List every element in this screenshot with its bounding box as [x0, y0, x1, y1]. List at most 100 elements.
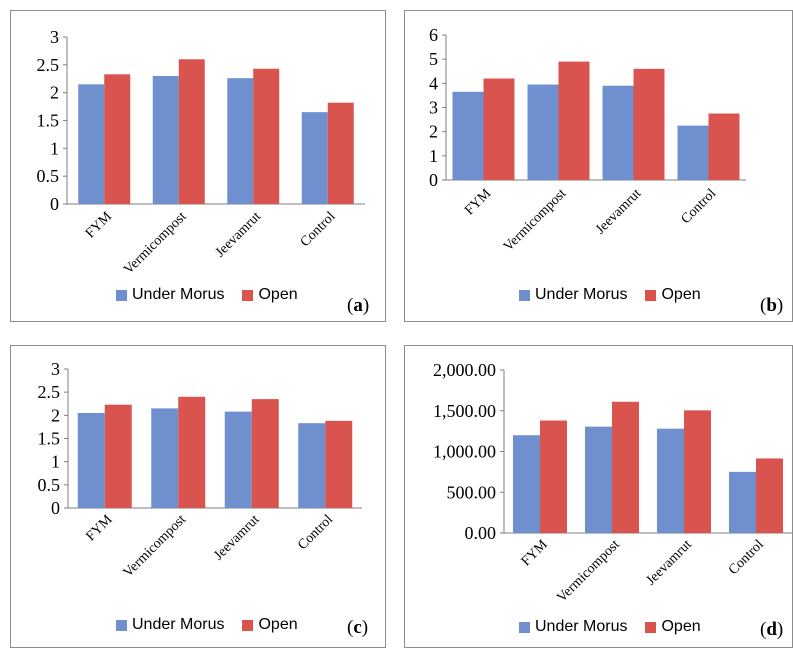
bar-open-vermicompost — [612, 401, 639, 533]
bar-open-fym — [104, 404, 132, 508]
x-tick-label-vermicompost: Vermicompost — [501, 186, 569, 254]
bar-open-fym — [483, 78, 515, 180]
y-tick-label: 1,500.00 — [433, 401, 496, 421]
bar-open-jeevamrut — [633, 68, 665, 180]
bar-open-control — [325, 420, 353, 508]
y-tick-label: 1 — [51, 452, 60, 472]
x-tick-label-jeevamrut: Jeevamrut — [644, 537, 695, 588]
legend-label-under-morus: Under Morus — [132, 616, 225, 633]
y-tick-label: 5 — [429, 49, 438, 69]
bar-chart-a: 0 0.5 1 1.5 2 2.5 3 FYM Vermicompost Jeevamrut Con… — [37, 27, 365, 278]
bar-open-fym — [540, 420, 567, 533]
bar-chart-d: 0.00 500.00 1,000.00 1,500.00 2,000.00 FYM Ver… — [433, 360, 792, 606]
bar-under-morus-fym — [77, 413, 105, 508]
chart-panel-d: 0.00 500.00 1,000.00 1,500.00 2,000.00 FYM Ver… — [404, 345, 793, 648]
bar-open-jeevamrut — [684, 410, 711, 533]
x-tick-label-jeevamrut: Jeevamrut — [211, 512, 262, 563]
bar-under-morus-jeevamrut — [657, 428, 684, 533]
chart-panel-b: 0 1 2 3 4 5 6 FYM Vermicompost Jeevamrut Control U… — [404, 10, 793, 322]
legend-label-under-morus: Under Morus — [535, 286, 628, 303]
legend-swatch-under-morus — [519, 621, 530, 633]
chart-panel-c: 0 0.5 1 1.5 2 2.5 3 FYM Vermicompost Jeevamrut Con… — [10, 345, 386, 648]
bar-open-control — [327, 102, 354, 204]
bar-open-vermicompost — [558, 61, 590, 181]
x-tick-label-control: Control — [726, 537, 767, 578]
x-tick-label-jeevamrut: Jeevamrut — [593, 186, 644, 237]
bar-under-morus-control — [677, 125, 709, 180]
legend-a: Under Morus Open — [116, 286, 316, 304]
y-tick-label: 1.5 — [38, 429, 61, 449]
legend-swatch-under-morus — [116, 289, 127, 301]
legend-item-open: Open — [645, 618, 701, 636]
y-tick-label: 0 — [51, 498, 60, 518]
bar-under-morus-vermicompost — [152, 75, 179, 204]
legend-swatch-open — [645, 289, 657, 301]
x-tick-label-fym: FYM — [462, 186, 494, 218]
bar-under-morus-control — [729, 471, 756, 533]
y-tick-label: 4 — [429, 73, 438, 93]
panel-frame-a — [10, 10, 386, 322]
panel-label-a: (a) — [347, 295, 370, 316]
bar-open-fym — [104, 74, 131, 205]
legend-label-open: Open — [258, 616, 298, 633]
bar-under-morus-control — [301, 112, 328, 204]
y-tick-label: 3 — [50, 27, 59, 47]
legend-swatch-under-morus — [116, 619, 127, 631]
x-tick-label-vermicompost: Vermicompost — [554, 537, 622, 605]
legend-label-under-morus: Under Morus — [132, 286, 225, 303]
x-tick-label-fym: FYM — [84, 512, 116, 544]
legend-label-open: Open — [661, 286, 701, 303]
bar-under-morus-jeevamrut — [227, 78, 254, 204]
bar-under-morus-jeevamrut — [602, 85, 634, 180]
legend-swatch-open — [645, 621, 657, 633]
y-tick-label: 2 — [429, 122, 438, 142]
y-tick-label: 2.5 — [37, 55, 60, 75]
legend-item-under-morus: Under Morus — [519, 618, 627, 636]
bar-under-morus-vermicompost — [151, 408, 179, 508]
legend-item-open: Open — [242, 616, 298, 634]
y-tick-label: 2 — [50, 83, 59, 103]
legend-b: Under Morus Open — [519, 286, 719, 304]
bar-open-control — [708, 113, 740, 180]
y-tick-label: 2.5 — [38, 382, 61, 402]
x-tick-label-jeevamrut: Jeevamrut — [213, 209, 264, 260]
legend-swatch-under-morus — [519, 289, 530, 301]
x-tick-label-control: Control — [298, 209, 339, 250]
y-tick-label: 3 — [51, 359, 60, 379]
x-tick-label-control: Control — [678, 186, 719, 227]
bar-open-vermicompost — [178, 396, 206, 508]
bar-open-jeevamrut — [251, 399, 279, 508]
x-tick-label-fym: FYM — [83, 209, 115, 241]
y-tick-label: 500.00 — [447, 482, 497, 502]
bar-chart-c: 0 0.5 1 1.5 2 2.5 3 FYM Vermicompost Jeevamrut Con… — [38, 359, 362, 581]
bar-under-morus-jeevamrut — [224, 411, 252, 508]
x-tick-label-fym: FYM — [519, 537, 551, 569]
legend-item-under-morus: Under Morus — [116, 286, 224, 304]
y-tick-label: 0.5 — [37, 166, 60, 186]
y-tick-label: 3 — [429, 98, 438, 118]
y-tick-label: 0 — [429, 170, 438, 190]
legend-label-open: Open — [258, 286, 298, 303]
legend-item-under-morus: Under Morus — [116, 616, 224, 634]
bar-chart-b: 0 1 2 3 4 5 6 FYM Vermicompost Jeevamrut Control — [429, 25, 746, 255]
y-tick-label: 1.5 — [37, 111, 60, 131]
bar-under-morus-vermicompost — [527, 84, 559, 180]
y-tick-label: 0.00 — [465, 523, 497, 543]
legend-swatch-open — [242, 619, 254, 631]
y-tick-label: 1,000.00 — [433, 442, 496, 462]
panel-label-b: (b) — [760, 295, 784, 316]
bar-open-jeevamrut — [253, 68, 280, 204]
y-tick-label: 0 — [50, 194, 59, 214]
y-tick-label: 6 — [429, 25, 438, 45]
x-tick-label-vermicompost: Vermicompost — [121, 209, 189, 277]
bar-open-control — [756, 458, 783, 533]
y-tick-label: 2 — [51, 405, 60, 425]
y-tick-label: 2,000.00 — [433, 360, 496, 380]
bar-under-morus-fym — [513, 435, 540, 533]
legend-c: Under Morus Open — [116, 616, 316, 634]
y-tick-label: 1 — [50, 138, 59, 158]
legend-swatch-open — [242, 289, 254, 301]
y-tick-label: 0.5 — [38, 475, 61, 495]
x-tick-label-control: Control — [295, 512, 336, 553]
legend-d: Under Morus Open — [519, 618, 719, 636]
